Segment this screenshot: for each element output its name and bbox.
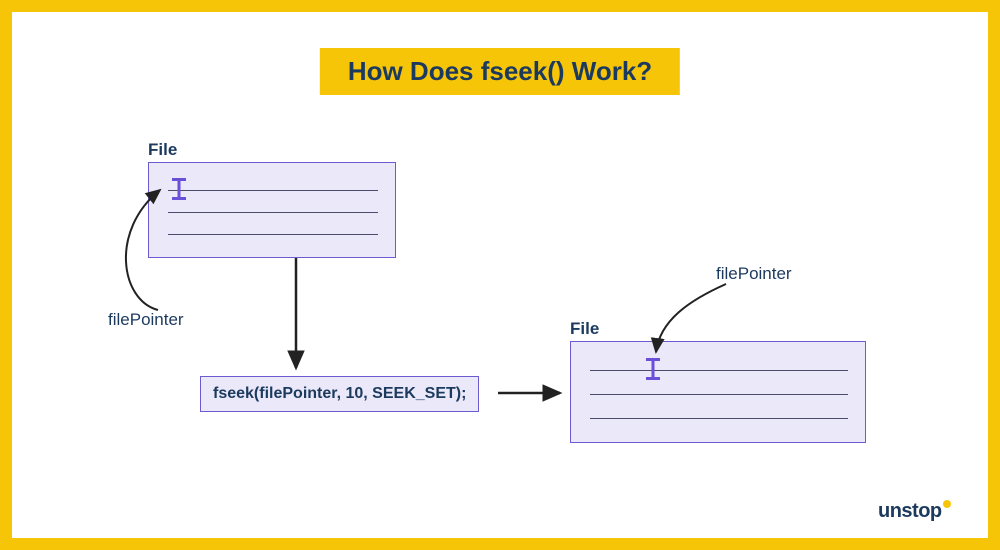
logo-dot-icon xyxy=(943,500,951,508)
file2-line2 xyxy=(590,394,848,395)
file1-line2 xyxy=(168,212,378,213)
cursor-icon-2 xyxy=(646,358,660,380)
logo-text: unstop xyxy=(878,500,942,522)
file-label-1: File xyxy=(148,140,177,160)
title-banner: How Does fseek() Work? xyxy=(320,48,680,95)
title-text: How Does fseek() Work? xyxy=(348,56,652,86)
logo: unstop xyxy=(878,500,951,523)
cursor-icon-1 xyxy=(172,178,186,200)
file1-line3 xyxy=(168,234,378,235)
fseek-call-text: fseek(filePointer, 10, SEEK_SET); xyxy=(213,385,466,402)
file-box-1 xyxy=(148,162,396,258)
file-box-2 xyxy=(570,341,866,443)
pointer-label-1: filePointer xyxy=(108,310,184,330)
file2-line1 xyxy=(590,370,848,371)
file-label-2: File xyxy=(570,319,599,339)
file2-line3 xyxy=(590,418,848,419)
file1-line1 xyxy=(168,190,378,191)
pointer-label-2: filePointer xyxy=(716,264,792,284)
fseek-call-box: fseek(filePointer, 10, SEEK_SET); xyxy=(200,376,479,412)
